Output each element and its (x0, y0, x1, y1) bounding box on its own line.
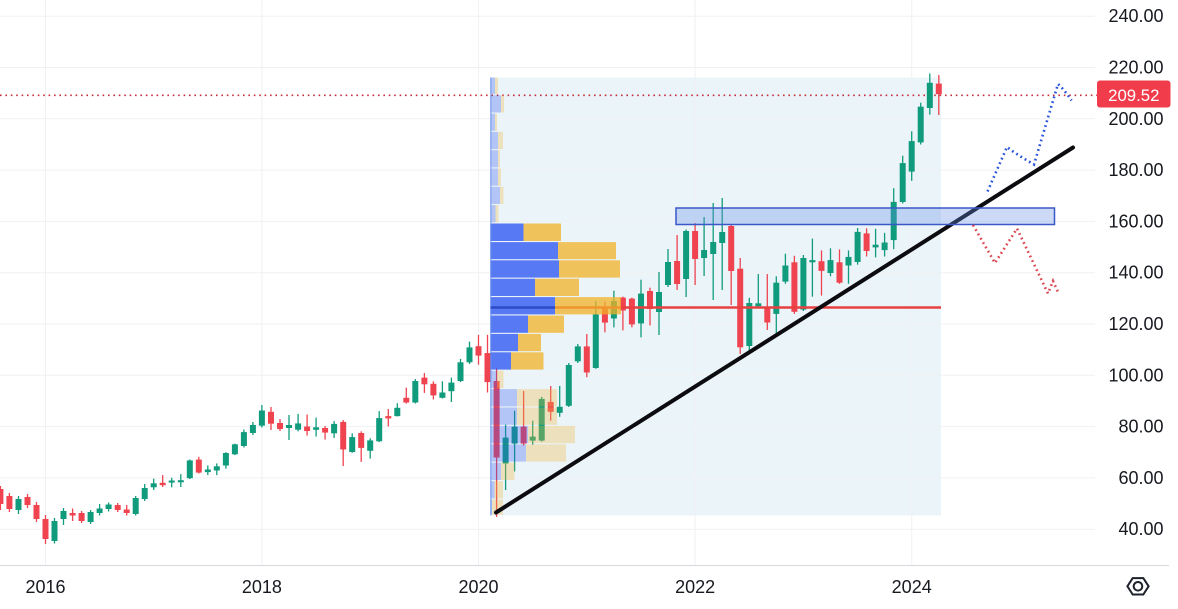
svg-text:180.00: 180.00 (1108, 160, 1163, 180)
svg-text:220.00: 220.00 (1108, 58, 1163, 78)
svg-text:2016: 2016 (25, 577, 65, 597)
svg-text:60.00: 60.00 (1118, 468, 1163, 488)
svg-text:160.00: 160.00 (1108, 211, 1163, 231)
svg-text:100.00: 100.00 (1108, 365, 1163, 385)
svg-text:209.52: 209.52 (1108, 86, 1159, 105)
svg-text:200.00: 200.00 (1108, 109, 1163, 129)
svg-text:80.00: 80.00 (1118, 417, 1163, 437)
svg-text:2020: 2020 (458, 577, 498, 597)
svg-text:140.00: 140.00 (1108, 263, 1163, 283)
svg-text:2024: 2024 (892, 577, 932, 597)
svg-text:240.00: 240.00 (1108, 6, 1163, 26)
svg-text:2022: 2022 (675, 577, 715, 597)
svg-text:2018: 2018 (242, 577, 282, 597)
svg-text:40.00: 40.00 (1118, 519, 1163, 539)
svg-text:120.00: 120.00 (1108, 314, 1163, 334)
